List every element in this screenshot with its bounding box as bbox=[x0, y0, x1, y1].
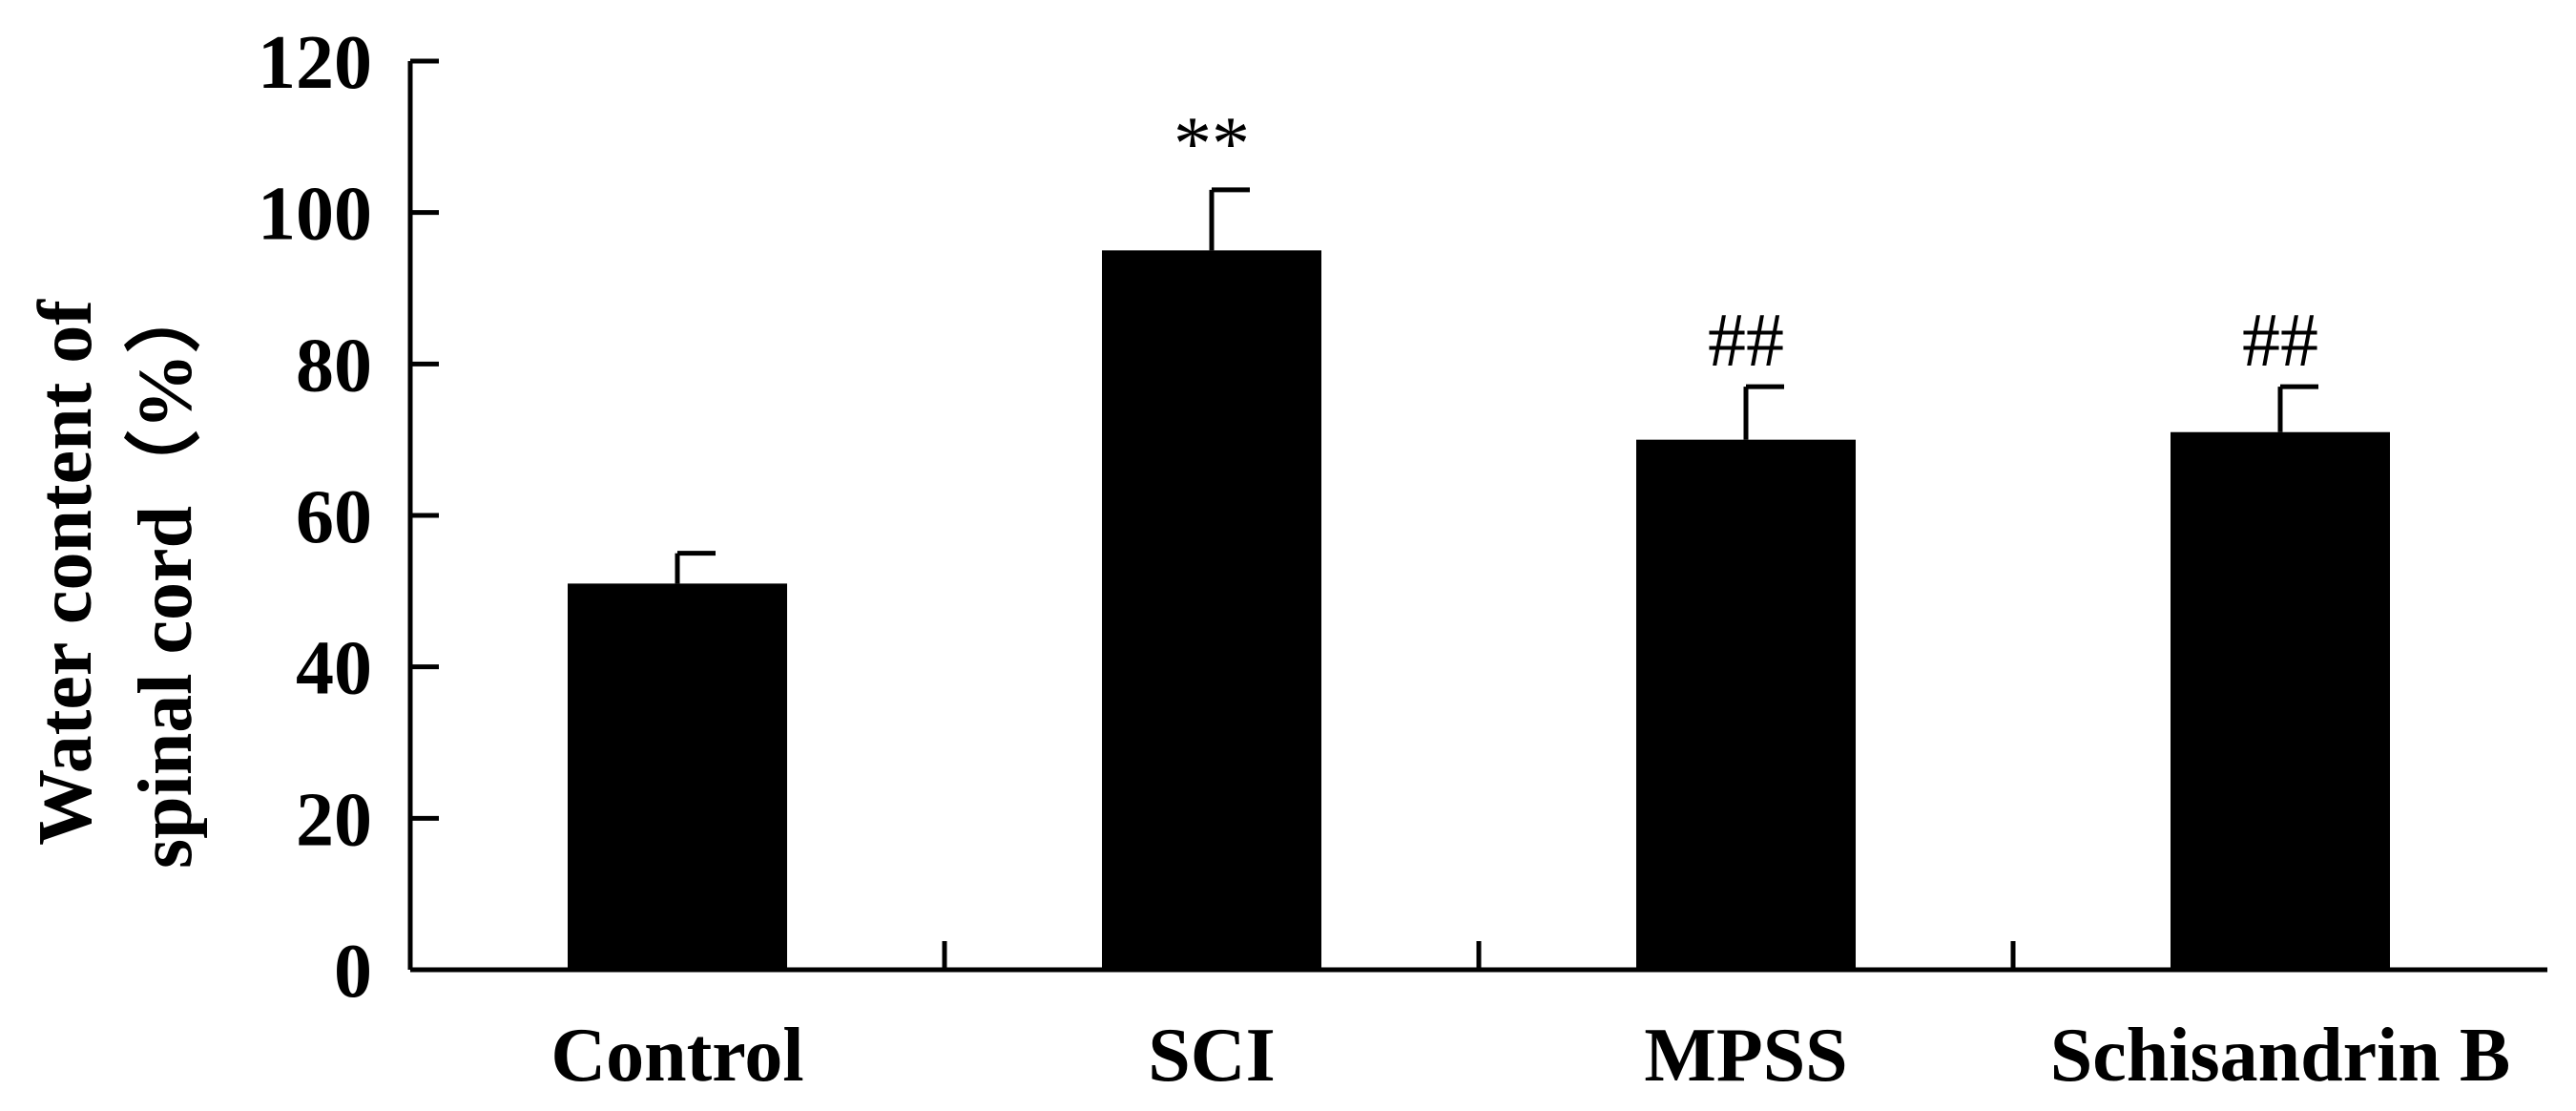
bars: ** ## ## bbox=[568, 102, 2390, 971]
y-axis-label-line-2: spinal cord（%） bbox=[124, 277, 208, 869]
y-tick-label: 100 bbox=[258, 173, 372, 257]
x-tick-label: Schisandrin B bbox=[2050, 1014, 2510, 1098]
x-tick-labels: Control SCI MPSS Schisandrin B bbox=[551, 1014, 2510, 1098]
bar bbox=[1636, 439, 1856, 971]
bar bbox=[2171, 431, 2390, 970]
significance-label: ## bbox=[2242, 299, 2318, 383]
y-tick-label: 120 bbox=[258, 21, 372, 105]
y-tick-label: 80 bbox=[296, 324, 372, 408]
x-tick-label: MPSS bbox=[1644, 1014, 1847, 1098]
x-tick-label: Control bbox=[551, 1014, 803, 1098]
y-tick-label: 20 bbox=[296, 778, 372, 862]
y-tick-label: 60 bbox=[296, 475, 372, 559]
y-tick-label: 40 bbox=[296, 627, 372, 711]
y-axis-label: Water content of spinal cord（%） bbox=[24, 277, 208, 869]
significance-label: ** bbox=[1174, 102, 1250, 186]
bar bbox=[568, 583, 787, 970]
significance-label: ## bbox=[1708, 299, 1784, 383]
bar bbox=[1102, 250, 1321, 970]
y-tick-label: 0 bbox=[334, 930, 372, 1014]
y-axis-label-line-1: Water content of bbox=[24, 299, 108, 846]
x-tick-label: SCI bbox=[1148, 1014, 1275, 1098]
y-ticks: 0 20 40 60 80 100 120 bbox=[258, 21, 439, 1014]
